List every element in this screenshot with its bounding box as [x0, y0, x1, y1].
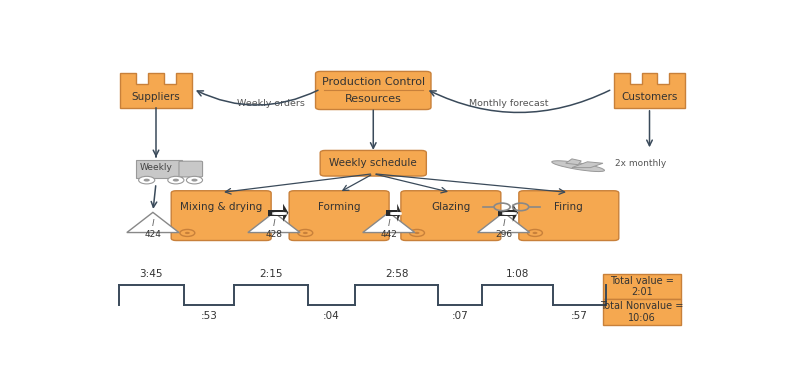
Bar — [268, 209, 283, 216]
Text: :07: :07 — [452, 311, 469, 321]
Text: Weekly: Weekly — [139, 163, 172, 172]
Text: Weekly schedule: Weekly schedule — [329, 158, 417, 168]
Polygon shape — [614, 73, 685, 108]
Text: I: I — [151, 220, 155, 228]
FancyBboxPatch shape — [400, 191, 501, 240]
Polygon shape — [477, 212, 529, 232]
FancyBboxPatch shape — [289, 191, 389, 240]
Text: :53: :53 — [200, 311, 217, 321]
Text: Suppliers: Suppliers — [131, 92, 180, 102]
Text: Forming: Forming — [318, 201, 360, 212]
Circle shape — [185, 232, 190, 234]
Polygon shape — [513, 204, 518, 222]
Text: 2:58: 2:58 — [384, 270, 409, 279]
Polygon shape — [397, 204, 401, 222]
Text: 296: 296 — [495, 231, 512, 240]
Text: I: I — [272, 220, 276, 228]
Text: Customers: Customers — [622, 92, 678, 102]
Polygon shape — [248, 212, 300, 232]
Circle shape — [139, 176, 155, 184]
Text: I: I — [388, 220, 390, 228]
FancyBboxPatch shape — [603, 299, 681, 325]
Polygon shape — [572, 162, 603, 167]
Polygon shape — [283, 204, 288, 222]
Bar — [386, 209, 397, 216]
Polygon shape — [363, 212, 415, 232]
Text: 442: 442 — [380, 231, 397, 240]
Circle shape — [187, 176, 203, 184]
Text: 2x monthly: 2x monthly — [615, 159, 666, 168]
FancyBboxPatch shape — [316, 71, 431, 110]
FancyBboxPatch shape — [171, 191, 272, 240]
Text: Production Control: Production Control — [322, 77, 425, 87]
Text: Mixing & drying: Mixing & drying — [180, 201, 262, 212]
Text: :57: :57 — [571, 311, 588, 321]
Circle shape — [173, 179, 179, 181]
Polygon shape — [120, 73, 191, 108]
FancyBboxPatch shape — [320, 150, 426, 176]
Text: Glazing: Glazing — [431, 201, 470, 212]
Circle shape — [533, 232, 537, 234]
Text: Monthly forecast: Monthly forecast — [469, 99, 548, 108]
Circle shape — [303, 232, 308, 234]
Text: Firing: Firing — [554, 201, 583, 212]
Text: I: I — [502, 220, 505, 228]
Text: Total Nonvalue =
10:06: Total Nonvalue = 10:06 — [601, 302, 684, 323]
Text: Resources: Resources — [344, 94, 402, 104]
FancyBboxPatch shape — [519, 191, 619, 240]
Text: Total value =
2:01: Total value = 2:01 — [610, 276, 674, 297]
FancyBboxPatch shape — [179, 161, 203, 177]
Text: Weekly orders: Weekly orders — [237, 99, 304, 108]
Text: 428: 428 — [265, 231, 283, 240]
Circle shape — [415, 232, 420, 234]
Circle shape — [191, 179, 198, 181]
Circle shape — [143, 179, 150, 181]
FancyBboxPatch shape — [603, 274, 681, 299]
Text: 2:15: 2:15 — [259, 270, 283, 279]
Text: 424: 424 — [144, 231, 161, 240]
Ellipse shape — [552, 161, 605, 172]
Polygon shape — [566, 159, 582, 165]
Polygon shape — [127, 212, 179, 232]
Circle shape — [167, 176, 184, 184]
FancyBboxPatch shape — [136, 160, 182, 178]
Text: :04: :04 — [323, 311, 340, 321]
Text: 3:45: 3:45 — [139, 270, 163, 279]
Bar — [497, 209, 513, 216]
Text: 1:08: 1:08 — [506, 270, 529, 279]
